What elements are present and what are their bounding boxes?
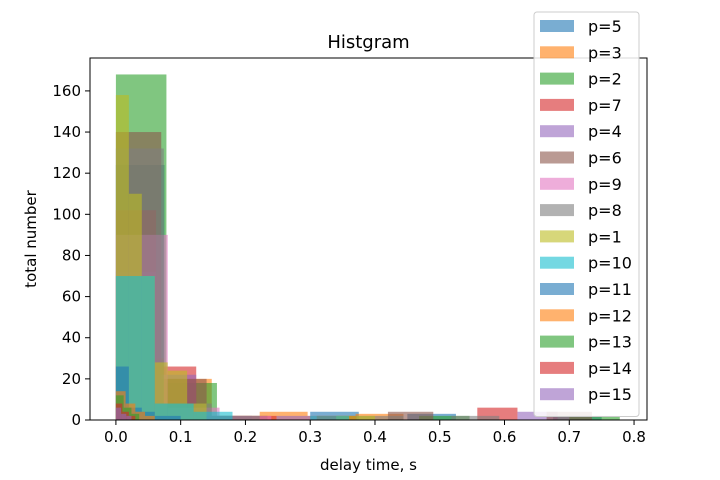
histogram-bar [387,411,434,420]
histogram-bar [121,413,127,420]
legend-swatch [540,72,574,85]
legend-swatch [540,309,574,322]
histogram-bar [126,415,132,420]
histogram-bar [154,415,168,420]
series-p-15 [115,407,132,420]
y-tick-label: 80 [62,246,81,264]
histogram-bar [193,411,233,420]
legend-swatch [540,151,574,164]
histogram-bar [276,415,317,420]
histogram-bar [451,415,500,420]
x-tick-label: 0.0 [104,428,128,446]
y-tick-label: 40 [62,329,81,347]
histogram-bar [211,415,260,420]
x-tick-label: 0.8 [622,428,646,446]
y-tick-label: 120 [52,164,81,182]
histogram-bar [128,415,136,420]
x-tick-label: 0.4 [363,428,387,446]
x-tick-label: 0.5 [428,428,452,446]
x-axis-label: delay time, s [320,456,417,474]
histogram-bar [167,415,181,420]
legend-label: p=11 [588,280,632,299]
legend-label: p=10 [588,254,632,273]
x-tick-label: 0.6 [493,428,517,446]
legend-swatch [540,46,574,59]
legend-label: p=15 [588,385,632,404]
x-axis: 0.0 0.1 0.2 0.3 0.4 0.5 0.6 0.7 0.8 [104,420,646,446]
legend-swatch [540,230,574,243]
series-p-10 [115,276,350,420]
x-tick-label: 0.2 [234,428,258,446]
legend-swatch [540,335,574,348]
legend-label: p=2 [588,70,622,89]
legend-label: p=1 [588,227,622,246]
histogram-bar [355,415,404,420]
histogram-bar [135,411,146,420]
legend: p=5 p=3 p=2 p=7 p=4 p=6 p=9 p=8 p=1 p=10 p=11 p=12 p… [533,11,640,417]
histogram-bar [419,415,470,420]
histogram-bar [355,415,375,420]
x-tick-label: 0.7 [557,428,581,446]
histogram-bar [310,415,350,420]
y-tick-label: 100 [52,205,81,223]
y-tick-label: 140 [52,123,81,141]
bars-layer [115,74,620,421]
legend-swatch [540,204,574,217]
legend-label: p=8 [588,201,622,220]
legend-swatch [540,125,574,138]
histogram-bar [145,415,155,420]
histogram-bar [115,407,122,420]
legend-swatch [540,98,574,111]
histogram-bar [569,415,620,420]
legend-label: p=14 [588,359,632,378]
legend-swatch [540,20,574,32]
chart-title: Histgram [327,32,409,53]
y-axis: 0 20 40 60 80 100 120 140 160 [52,82,90,429]
plot-area-frame [89,57,648,421]
legend-label: p=4 [588,122,622,141]
legend-label: p=13 [588,333,632,352]
y-tick-label: 0 [71,411,81,429]
legend-label: p=9 [588,175,622,194]
legend-label: p=5 [588,17,622,36]
legend-swatch [540,177,574,190]
x-tick-label: 0.1 [169,428,193,446]
y-tick-label: 60 [62,288,81,306]
legend-swatch [540,361,574,374]
legend-label: p=3 [588,43,622,62]
legend-label: p=6 [588,149,622,168]
legend-swatch [540,388,574,401]
x-tick-label: 0.3 [298,428,322,446]
y-axis-label: total number [22,189,40,287]
legend-swatch [540,283,574,295]
y-tick-label: 160 [52,82,81,100]
legend-swatch [540,256,574,269]
legend-label: p=7 [588,96,622,115]
legend-label: p=12 [588,306,632,325]
y-tick-label: 20 [62,370,81,388]
